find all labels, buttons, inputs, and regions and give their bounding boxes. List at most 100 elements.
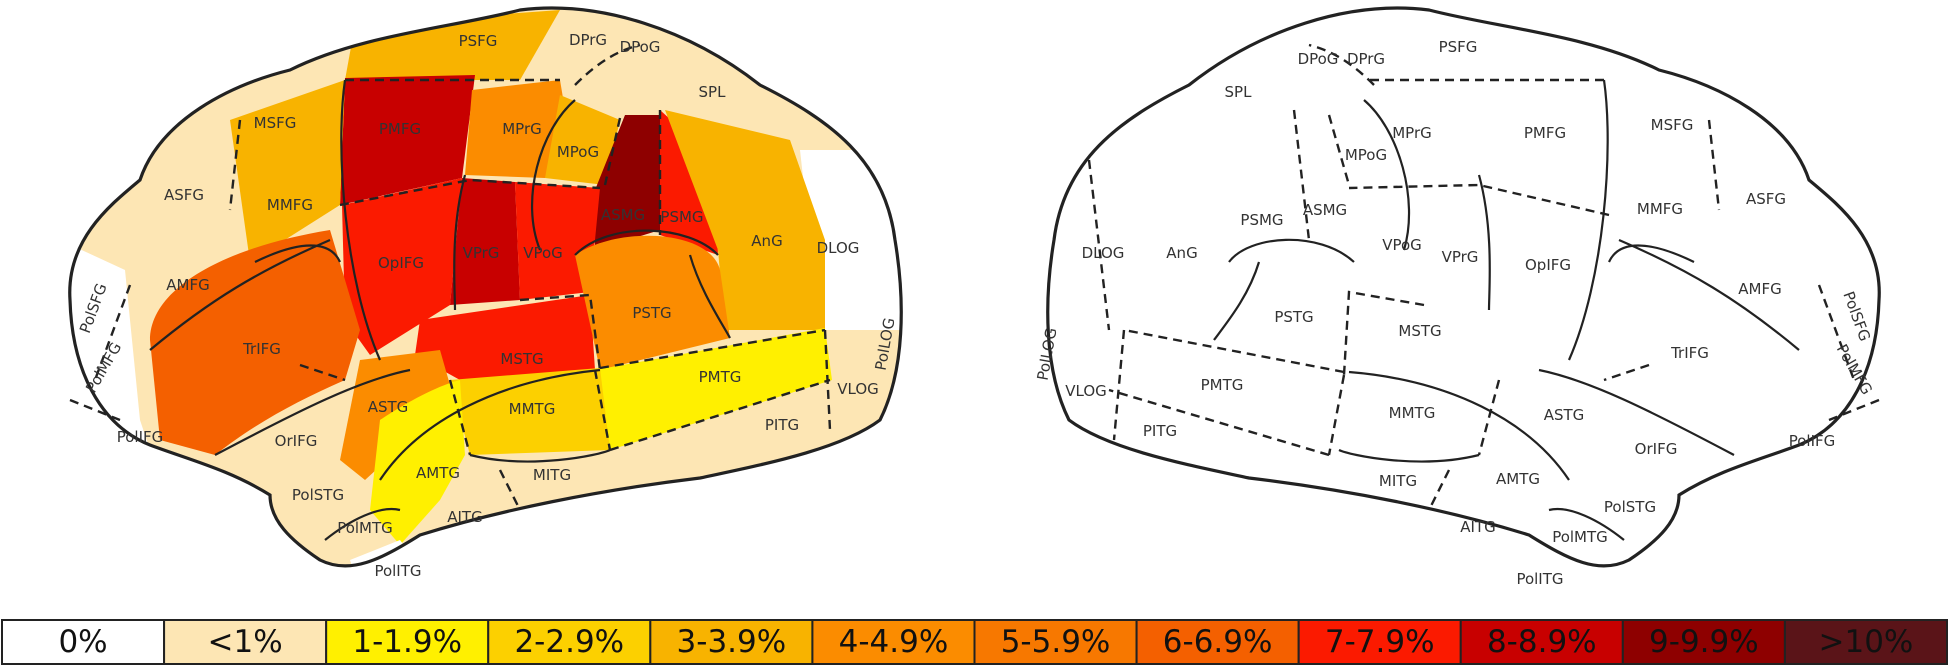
lh-sulci <box>149 79 731 541</box>
rh-region-MPoG <box>1329 95 1399 185</box>
lh-label-ASMG: ASMG <box>601 206 645 224</box>
lh-label-SPL: SPL <box>699 83 727 101</box>
legend-item: 2-2.9% <box>487 619 652 665</box>
lh-region-PSTG <box>575 235 730 370</box>
lh-label-MITG: MITG <box>533 466 571 484</box>
lh-label-DPrG: DPrG <box>569 31 607 49</box>
legend-item: 4-4.9% <box>811 619 976 665</box>
rh-label-PMTG: PMTG <box>1201 376 1244 394</box>
legend-label: 4-4.9% <box>839 624 949 660</box>
legend-swatch <box>1459 619 1624 665</box>
rh-label-VPrG: VPrG <box>1442 248 1479 266</box>
rh-label-ASMG: ASMG <box>1303 201 1347 219</box>
rh-label-PolSFG: PolSFG <box>1839 289 1874 344</box>
lh-label-AITG: AITG <box>447 508 482 526</box>
legend-item: 8-8.9% <box>1459 619 1624 665</box>
lh-label-VPoG: VPoG <box>523 244 563 262</box>
legend-label: >10% <box>1819 624 1914 660</box>
lh-region-MMFG <box>230 80 345 262</box>
legend-item: >10% <box>1783 619 1948 665</box>
rh-outline <box>1046 6 1881 568</box>
lh-label-MPrG: MPrG <box>502 120 542 138</box>
rh-label-ASFG: ASFG <box>1746 190 1786 208</box>
lh-label-PMFG: PMFG <box>379 120 421 138</box>
legend-label: 7-7.9% <box>1325 624 1435 660</box>
rh-label-MPoG: MPoG <box>1345 146 1387 164</box>
rh-label-PSFG: PSFG <box>1439 38 1478 56</box>
legend-swatch <box>325 619 490 665</box>
legend-item: 1-1.9% <box>325 619 490 665</box>
rh-label-PMFG: PMFG <box>1524 124 1566 142</box>
lh-label-PolSTG: PolSTG <box>292 486 344 504</box>
legend-label: 3-3.9% <box>677 624 787 660</box>
rh-region-labels: DPoG DPrG PSFG SPL MPoG MPrG PMFG MSFG P… <box>1034 38 1876 588</box>
legend-item: 5-5.9% <box>973 619 1138 665</box>
legend-item: 6-6.9% <box>1135 619 1300 665</box>
lh-label-DLOG: DLOG <box>817 239 860 257</box>
rh-label-MPrG: MPrG <box>1392 124 1432 142</box>
rh-label-PolLOG: PolLOG <box>1034 326 1061 381</box>
rh-label-PSTG: PSTG <box>1274 308 1313 326</box>
lh-region-boundaries <box>69 43 832 511</box>
legend-item: 0% <box>1 619 166 665</box>
rh-label-OrIFG: OrIFG <box>1635 440 1678 458</box>
rh-label-PSMG: PSMG <box>1240 211 1283 229</box>
legend-swatch <box>1135 619 1300 665</box>
legend-label: 1-1.9% <box>352 624 462 660</box>
lh-region-PMFG <box>340 75 475 205</box>
left-hemisphere-regions <box>69 8 902 566</box>
rh-label-PolSTG: PolSTG <box>1604 498 1656 516</box>
lh-label-VLOG: VLOG <box>837 380 879 398</box>
rh-label-DLOG: DLOG <box>1082 244 1125 262</box>
legend-item: 3-3.9% <box>649 619 814 665</box>
lh-region-PMTG <box>595 328 832 450</box>
lh-label-VPrG: VPrG <box>463 244 500 262</box>
lh-label-PITG: PITG <box>765 416 799 434</box>
lh-region-OpIFG <box>342 178 462 355</box>
rh-label-MSFG: MSFG <box>1651 116 1694 134</box>
legend-swatch <box>811 619 976 665</box>
legend-item: 9-9.9% <box>1621 619 1786 665</box>
lh-region-MPoG <box>545 95 620 185</box>
rh-label-TrIFG: TrIFG <box>1670 344 1709 362</box>
lh-label-OrIFG: OrIFG <box>275 432 318 450</box>
lh-label-AMTG: AMTG <box>416 464 460 482</box>
rh-region-PMFG <box>1479 75 1609 215</box>
legend-swatch <box>1297 619 1462 665</box>
rh-label-DPrG: DPrG <box>1347 50 1385 68</box>
rh-label-DPoG: DPoG <box>1298 50 1339 68</box>
rh-label-PolMFG: PolMFG <box>1833 341 1876 398</box>
lh-label-ASFG: ASFG <box>164 186 204 204</box>
lh-label-PSMG: PSMG <box>660 208 703 226</box>
lh-region-MSTG <box>415 295 595 380</box>
lh-label-MMTG: MMTG <box>509 400 556 418</box>
lh-region-AnG <box>665 110 825 330</box>
lh-label-ASTG: ASTG <box>368 398 409 416</box>
lh-label-MSFG: MSFG <box>254 114 297 132</box>
lh-region-TrIFG <box>150 230 360 455</box>
lh-label-MSTG: MSTG <box>500 350 543 368</box>
legend-swatch <box>1783 619 1948 665</box>
rh-region-boundaries <box>1087 43 1880 511</box>
rh-label-SPL: SPL <box>1225 83 1253 101</box>
rh-label-MMFG: MMFG <box>1637 200 1683 218</box>
legend-label: 5-5.9% <box>1001 624 1111 660</box>
lh-label-PolITG: PolITG <box>374 562 421 580</box>
rh-sulci <box>1213 79 1800 541</box>
lh-region-MPrG <box>465 80 570 178</box>
rh-region-occipital <box>1029 150 1119 480</box>
legend-label: 6-6.9% <box>1163 624 1273 660</box>
rh-label-PolIFG: PolIFG <box>1789 432 1836 450</box>
lh-outline <box>68 6 903 568</box>
lh-region-PSMG <box>660 110 718 255</box>
lh-label-PMTG: PMTG <box>699 368 742 386</box>
legend-label: <1% <box>208 624 283 660</box>
rh-label-VLOG: VLOG <box>1065 382 1107 400</box>
rh-label-PITG: PITG <box>1143 422 1177 440</box>
lh-label-PSFG: PSFG <box>459 32 498 50</box>
lh-label-MPoG: MPoG <box>557 143 599 161</box>
lh-label-PolMTG: PolMTG <box>337 519 393 537</box>
rh-label-AITG: AITG <box>1460 518 1495 536</box>
rh-label-PolMTG: PolMTG <box>1552 528 1608 546</box>
